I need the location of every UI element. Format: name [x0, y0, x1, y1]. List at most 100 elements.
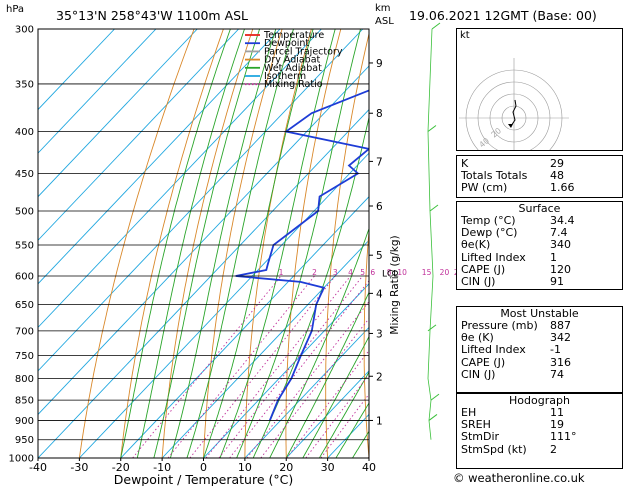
isotherm-line: [38, 29, 240, 241]
most-unstable-row-label: Pressure (mb): [461, 319, 538, 332]
surface-row-value: 1: [550, 250, 557, 264]
lcl-label: LCL: [382, 270, 398, 280]
pressure-tick-label: 800: [15, 374, 34, 385]
mixing-ratio-label: 4: [348, 268, 353, 277]
mixing-ratio-line: [205, 275, 351, 458]
mixing-ratio-label: 1: [279, 268, 284, 277]
mixing-ratio-line: [167, 275, 315, 458]
location-title: 35°13'N 258°43'W 1100m ASL: [56, 8, 249, 23]
surface-row-value: 34.4: [550, 214, 575, 227]
pressure-tick-label: 650: [15, 300, 34, 311]
isotherm-line: [38, 29, 157, 154]
legend-label: Parcel Trajectory: [264, 46, 343, 57]
asl-label: ASL: [375, 16, 394, 27]
surface-row-label: CAPE (J): [461, 262, 506, 276]
isotherm-line: [38, 108, 369, 458]
hodograph-panel: kt 20 40: [456, 28, 623, 151]
hodograph-table-row-value: 2: [550, 442, 557, 456]
legend-label: Wet Adiabat: [264, 63, 322, 74]
isotherm-line: [203, 283, 369, 458]
surface-row-value: 7.4: [550, 226, 568, 240]
isotherm-line: [38, 65, 369, 416]
pw-row: PW (cm) 1.66: [457, 182, 622, 194]
hodograph-trace: [510, 99, 517, 127]
surface-row: Lifted Index 1: [457, 250, 622, 264]
isotherm-line: [38, 29, 198, 198]
surface-row: θe(K) 340: [457, 239, 622, 251]
x-tick-label: 20: [279, 461, 293, 474]
mixing-ratio-line: [229, 280, 369, 458]
most-unstable-rows: Pressure (mb) 887 θe (K) 342 Lifted Index -1 C…: [457, 319, 622, 381]
x-axis-label: Dewpoint / Temperature (°C): [114, 472, 293, 486]
wind-barb: [429, 204, 439, 212]
hodograph-table-row-value: 19: [550, 418, 564, 432]
pressure-tick-label: 350: [15, 79, 34, 90]
surface-row: CAPE (J) 120: [457, 262, 622, 276]
surface-row: Temp (°C) 34.4: [457, 214, 622, 227]
isotherm-line: [38, 29, 322, 328]
hodograph-table-row-label: EH: [461, 406, 477, 419]
pressure-tick-label: 300: [15, 25, 34, 36]
surface-row-value: 340: [550, 238, 571, 252]
surface-row-label: Dewp (°C): [461, 226, 518, 240]
km-tick-label: 2: [376, 371, 383, 383]
hodograph-table-row-label: StmSpd (kt): [461, 442, 527, 456]
pressure-tick-label: 850: [15, 396, 34, 407]
most-unstable-box: Most Unstable Pressure (mb) 887 θe (K) 342 L…: [456, 306, 623, 393]
isotherm-line: [38, 29, 281, 285]
surface-row-label: Temp (°C): [461, 214, 516, 227]
pressure-tick-label: 750: [15, 351, 34, 362]
totals-value: 48: [550, 169, 564, 183]
mixing-ratio-line: [286, 349, 369, 458]
credit-text[interactable]: © weatheronline.co.uk: [453, 471, 585, 485]
isotherm-line: [161, 239, 369, 458]
pressure-tick-label: 450: [15, 169, 34, 180]
most-unstable-row: Pressure (mb) 887: [457, 319, 622, 332]
x-tick-label: -10: [153, 461, 171, 474]
most-unstable-row: CIN (J) 74: [457, 367, 622, 381]
pressure-tick-label: 600: [15, 271, 34, 282]
surface-row-value: 91: [550, 274, 564, 288]
hodograph-table-row-label: StmDir: [461, 430, 500, 444]
most-unstable-row-label: θe (K): [461, 331, 494, 345]
pressure-tick-label: 900: [15, 416, 34, 427]
most-unstable-title: Most Unstable: [500, 307, 579, 320]
totals-label: Totals Totals: [461, 169, 528, 183]
most-unstable-row-label: Lifted Index: [461, 343, 526, 357]
wet-adiabat-line: [120, 29, 231, 458]
legend-label: Dry Adiabat: [264, 55, 321, 66]
surface-title: Surface: [518, 202, 561, 215]
most-unstable-row-label: CAPE (J): [461, 355, 506, 369]
pw-label: PW (cm): [461, 181, 508, 195]
hodograph-table-row-value: 111°: [550, 430, 577, 444]
k-index-value: 29: [550, 157, 564, 170]
pressure-tick-label: 1000: [9, 454, 34, 465]
wind-barb: [431, 22, 441, 30]
legend-label: Temperature: [263, 30, 324, 41]
hodograph-table-title: Hodograph: [509, 394, 570, 407]
isotherm-line: [79, 152, 369, 458]
hodograph-table-row: StmDir 111°: [457, 431, 622, 443]
surface-row: CIN (J) 91: [457, 274, 622, 288]
dry-adiabat-line: [203, 29, 283, 458]
wind-barb: [430, 393, 440, 401]
pressure-tick-label: 700: [15, 326, 34, 337]
hodograph-table-row: EH 11: [457, 406, 622, 419]
dry-adiabat-line: [438, 29, 459, 458]
surface-row-label: CIN (J): [461, 274, 496, 288]
wet-adiabat-line: [335, 402, 369, 458]
km-tick-label: 5: [376, 250, 383, 262]
legend-label: Mixing Ratio: [264, 79, 323, 90]
hodograph-kt-label: kt: [460, 30, 470, 41]
mixing-ratio-label: 20: [440, 268, 450, 277]
most-unstable-row-label: CIN (J): [461, 367, 496, 381]
isotherm-line: [244, 326, 369, 458]
wind-barb: [427, 324, 437, 332]
km-tick-label: 7: [376, 156, 383, 168]
km-tick-label: 8: [376, 108, 383, 120]
surface-row-label: Lifted Index: [461, 250, 526, 264]
pw-value: 1.66: [550, 181, 575, 195]
x-tick-label: 30: [321, 461, 335, 474]
